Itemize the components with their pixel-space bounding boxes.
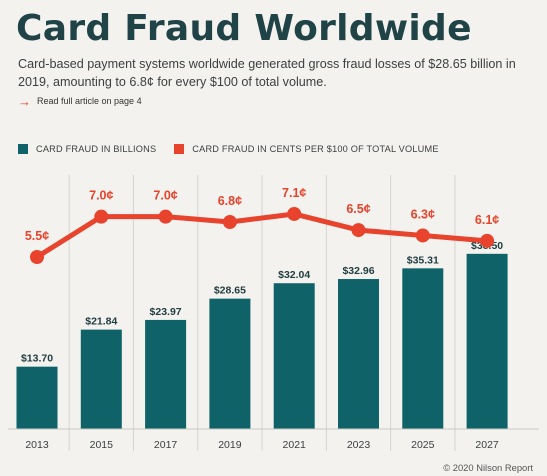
x-tick-2021: 2021 bbox=[283, 439, 307, 451]
bar-label-2015: $21.84 bbox=[85, 316, 117, 328]
legend-item-cents: CARD FRAUD IN CENTS PER $100 OF TOTAL VO… bbox=[174, 144, 438, 154]
line-label-2027: 6.1¢ bbox=[475, 213, 499, 227]
line-label-2013: 5.5¢ bbox=[25, 229, 49, 243]
bar-2027 bbox=[466, 253, 508, 429]
bar-2017 bbox=[145, 319, 187, 429]
x-tick-2027: 2027 bbox=[475, 439, 499, 451]
line-point-2017 bbox=[158, 209, 173, 224]
x-tick-2013: 2013 bbox=[25, 439, 49, 451]
line-point-2019 bbox=[222, 215, 237, 230]
line-point-2021 bbox=[287, 206, 302, 221]
x-tick-2015: 2015 bbox=[90, 439, 114, 451]
x-tick-2025: 2025 bbox=[411, 439, 435, 451]
bar-label-2013: $13.70 bbox=[21, 353, 53, 365]
read-article-label: Read full article on page 4 bbox=[37, 96, 142, 106]
arrow-right-icon: → bbox=[18, 93, 31, 109]
legend-swatch-bars bbox=[18, 144, 28, 154]
bar-label-2019: $28.65 bbox=[214, 285, 246, 297]
chart-legend: CARD FRAUD IN BILLIONS CARD FRAUD IN CEN… bbox=[18, 144, 457, 154]
fraud-chart: $13.70 2013 $21.84 2015 $23.97 2017 $28.65 2019… bbox=[8, 175, 539, 451]
line-label-2019: 6.8¢ bbox=[218, 194, 242, 208]
legend-swatch-line bbox=[174, 144, 185, 154]
subtitle: Card-based payment systems worldwide gen… bbox=[18, 57, 516, 89]
bar-label-2021: $32.04 bbox=[278, 269, 310, 281]
line-cents-per-100 bbox=[35, 211, 488, 260]
x-tick-2017: 2017 bbox=[154, 439, 178, 451]
line-point-2025 bbox=[415, 228, 430, 243]
bar-2019 bbox=[209, 298, 251, 429]
legend-item-billions: CARD FRAUD IN BILLIONS bbox=[18, 144, 156, 154]
page-title: Card Fraud Worldwide bbox=[16, 8, 472, 49]
line-point-2013 bbox=[30, 250, 44, 264]
bar-label-2025: $35.31 bbox=[407, 254, 439, 266]
bar-label-2023: $32.96 bbox=[342, 265, 374, 277]
bar-label-2017: $23.97 bbox=[150, 306, 182, 318]
line-point-2015 bbox=[94, 209, 109, 224]
line-label-2017: 7.0¢ bbox=[153, 189, 177, 203]
line-label-2015: 7.0¢ bbox=[89, 189, 113, 203]
line-point-2023 bbox=[351, 223, 366, 238]
read-article-link[interactable]: → Read full article on page 4 bbox=[18, 93, 142, 109]
bar-2021 bbox=[273, 283, 315, 429]
legend-label-billions: CARD FRAUD IN BILLIONS bbox=[36, 144, 157, 154]
line-point-2027 bbox=[480, 233, 495, 248]
bar-2023 bbox=[338, 279, 379, 429]
x-tick-2023: 2023 bbox=[347, 439, 371, 451]
line-label-2025: 6.3¢ bbox=[411, 207, 435, 221]
legend-label-cents: CARD FRAUD IN CENTS PER $100 OF TOTAL VO… bbox=[192, 144, 439, 154]
x-tick-2019: 2019 bbox=[218, 439, 242, 451]
bar-2013 bbox=[16, 366, 58, 429]
bar-2015 bbox=[80, 329, 122, 429]
line-label-2021: 7.1¢ bbox=[282, 186, 306, 200]
source-credit: © 2020 Nilson Report bbox=[443, 462, 533, 473]
bar-2025 bbox=[402, 268, 444, 429]
line-label-2023: 6.5¢ bbox=[346, 202, 370, 216]
